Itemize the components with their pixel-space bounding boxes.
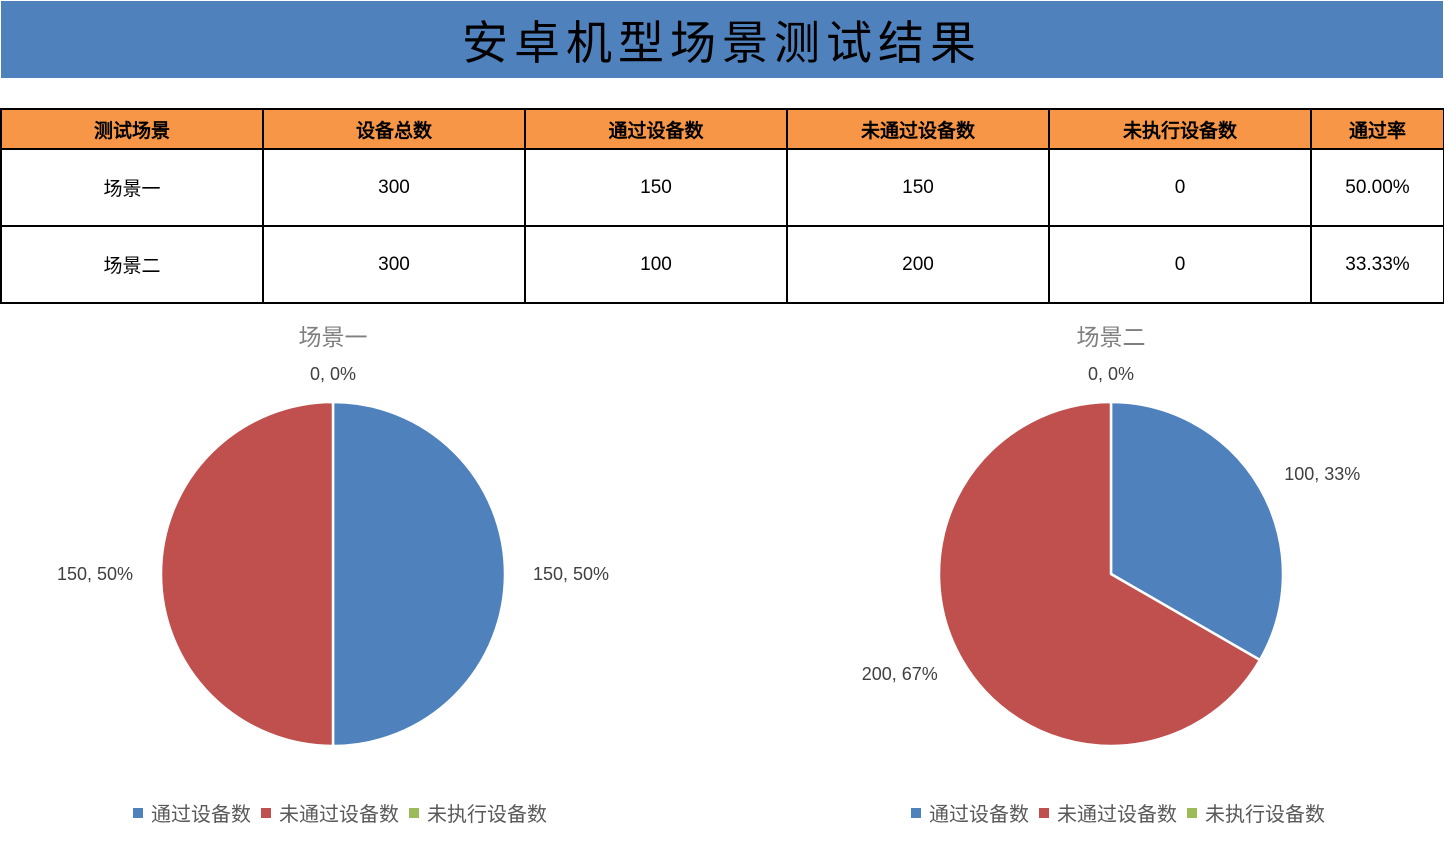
pie-chart-svg: 场景一 150, 50% 150, 50% 0, 0% [57, 325, 609, 748]
legend-label: 未执行设备数 [427, 802, 547, 826]
table-cell: 100 [524, 225, 788, 304]
data-label: 200, 67% [862, 664, 938, 684]
data-label: 150, 50% [57, 564, 133, 584]
legend-item: 未执行设备数 [1187, 798, 1325, 827]
column-header: 测试场景 [0, 108, 264, 150]
legend-item: 通过设备数 [911, 798, 1029, 827]
table-row: 场景一 300 150 150 0 50.00% [0, 148, 1444, 227]
pie-chart-scene-2: 场景二 100, 33% 200, 67% 0, 0% 通过设备数 未通过设备数 未执行… [778, 318, 1444, 848]
pie-chart-svg: 场景二 100, 33% 200, 67% 0, 0% [862, 325, 1360, 748]
column-header: 通过率 [1310, 108, 1444, 150]
pie-slice [159, 400, 335, 748]
chart-legend: 通过设备数 未通过设备数 未执行设备数 [778, 798, 1444, 827]
table-cell: 150 [786, 148, 1050, 227]
table-cell: 场景二 [0, 225, 264, 304]
title-banner: 安卓机型场景测试结果 [1, 1, 1443, 78]
table-cell: 0 [1048, 148, 1312, 227]
legend-item: 通过设备数 [133, 798, 251, 827]
table-cell: 200 [786, 225, 1050, 304]
legend-swatch [911, 807, 921, 818]
legend-label: 未通过设备数 [1057, 802, 1177, 826]
legend-item: 未通过设备数 [1039, 798, 1177, 827]
pie-slice [1109, 400, 1285, 662]
legend-swatch [1039, 807, 1049, 818]
page-title: 安卓机型场景测试结果 [462, 15, 982, 70]
legend-swatch [1187, 807, 1197, 818]
column-header: 通过设备数 [524, 108, 788, 150]
table-cell: 50.00% [1310, 148, 1444, 227]
chart-title: 场景二 [1077, 325, 1146, 351]
column-header: 未执行设备数 [1048, 108, 1312, 150]
table-row: 场景二 300 100 200 0 33.33% [0, 225, 1444, 304]
table-header-row: 测试场景 设备总数 通过设备数 未通过设备数 未执行设备数 通过率 [0, 108, 1444, 150]
legend-swatch [261, 807, 271, 818]
legend-item: 未执行设备数 [409, 798, 547, 827]
legend-label: 未执行设备数 [1205, 802, 1325, 826]
table-cell: 300 [262, 148, 526, 227]
table-cell: 33.33% [1310, 225, 1444, 304]
column-header: 未通过设备数 [786, 108, 1050, 150]
data-label: 100, 33% [1284, 464, 1360, 484]
table-cell: 150 [524, 148, 788, 227]
legend-item: 未通过设备数 [261, 798, 399, 827]
legend-label: 通过设备数 [151, 802, 251, 826]
legend-swatch [133, 807, 143, 818]
pie-slice [937, 400, 1262, 748]
table-cell: 0 [1048, 225, 1312, 304]
table-cell: 300 [262, 225, 526, 304]
data-label: 150, 50% [533, 564, 609, 584]
chart-title: 场景一 [299, 325, 368, 351]
data-label: 0, 0% [1088, 364, 1134, 384]
legend-label: 通过设备数 [929, 802, 1029, 826]
data-label: 0, 0% [310, 364, 356, 384]
column-header: 设备总数 [262, 108, 526, 150]
pie-slice [331, 400, 507, 748]
results-table: 测试场景 设备总数 通过设备数 未通过设备数 未执行设备数 通过率 场景一 30… [0, 108, 1444, 304]
table-cell: 场景一 [0, 148, 264, 227]
legend-label: 未通过设备数 [279, 802, 399, 826]
legend-swatch [409, 807, 419, 818]
pie-chart-scene-1: 场景一 150, 50% 150, 50% 0, 0% 通过设备数 未通过设备数 未执行… [0, 318, 680, 848]
chart-legend: 通过设备数 未通过设备数 未执行设备数 [0, 798, 680, 827]
